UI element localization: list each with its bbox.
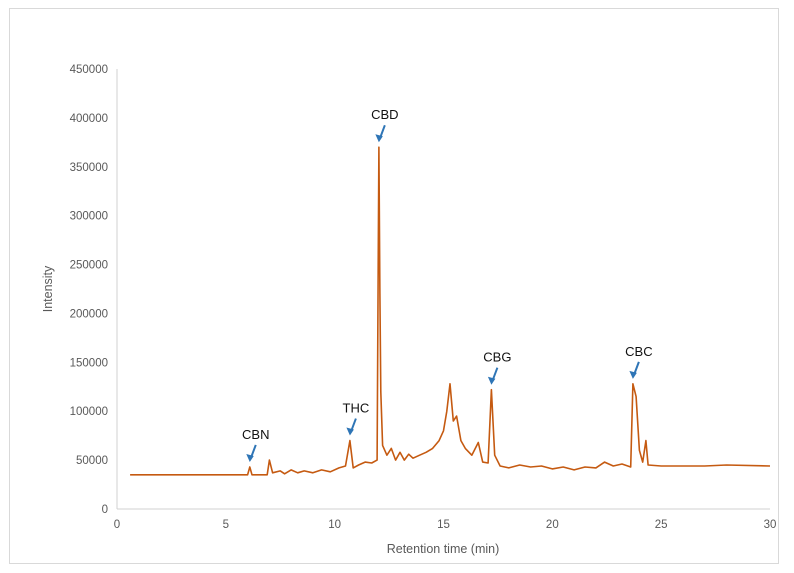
y-axis: 0 50000 100000 150000 200000 250000 300000 3500… (70, 64, 118, 516)
chromatogram-trace (130, 146, 771, 476)
peak-annotation-cbn: CBN (242, 427, 270, 462)
arrow-icon (379, 124, 386, 138)
arrow-head-icon (487, 376, 496, 385)
x-axis: 0 5 10 15 20 25 30 (114, 508, 777, 531)
peak-label: CBG (483, 350, 511, 365)
peak-annotation-cbd: CBD (371, 107, 399, 143)
y-axis-label: Intensity (41, 265, 55, 312)
x-tick-label: 20 (546, 519, 559, 531)
y-tick-label: 450000 (70, 64, 108, 76)
peak-annotation-thc: THC (343, 401, 370, 436)
y-tick-label: 350000 (70, 162, 108, 174)
y-tick-label: 0 (102, 504, 108, 516)
y-tick-label: 300000 (70, 211, 108, 223)
y-tick-label: 200000 (70, 308, 108, 320)
x-tick-label: 15 (437, 519, 450, 531)
arrow-icon (633, 361, 640, 375)
peak-annotations: CBN THC CBD CBG CBC (242, 107, 653, 462)
y-tick-label: 400000 (70, 113, 108, 125)
x-tick-label: 10 (328, 519, 341, 531)
peak-label: CBC (625, 344, 652, 359)
peak-label: CBD (371, 107, 398, 122)
arrow-icon (491, 367, 499, 381)
arrow-head-icon (246, 453, 254, 462)
arrow-head-icon (375, 134, 383, 143)
y-tick-label: 100000 (70, 406, 108, 418)
x-tick-label: 0 (114, 519, 120, 531)
arrow-head-icon (346, 427, 354, 436)
arrow-icon (350, 418, 357, 431)
peak-label: THC (343, 401, 370, 416)
peak-annotation-cbc: CBC (625, 344, 653, 379)
x-tick-label: 5 (223, 519, 229, 531)
peak-annotation-cbg: CBG (483, 350, 511, 385)
x-tick-label: 30 (764, 519, 777, 531)
y-tick-label: 250000 (70, 260, 108, 272)
x-tick-label: 25 (655, 519, 668, 531)
y-tick-label: 150000 (70, 357, 108, 369)
chart-frame (9, 8, 779, 564)
peak-label: CBN (242, 427, 269, 442)
arrow-head-icon (629, 370, 637, 379)
arrow-icon (250, 444, 257, 458)
y-tick-label: 50000 (76, 455, 108, 467)
x-axis-label: Retention time (min) (387, 542, 500, 556)
